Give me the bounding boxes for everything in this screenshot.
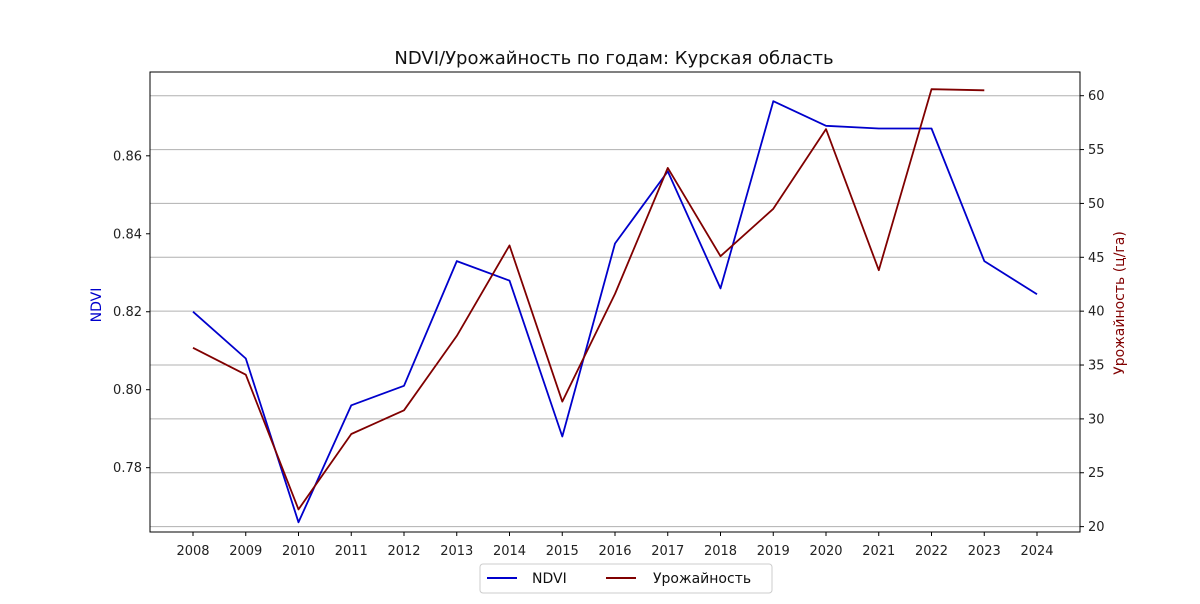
x-tick-label-1: 2009 bbox=[229, 544, 262, 559]
legend: NDVI Урожайность bbox=[479, 563, 773, 594]
grid-lines bbox=[150, 95, 1080, 528]
x-tick-label-13: 2021 bbox=[862, 544, 895, 559]
x-tick-label-6: 2014 bbox=[493, 544, 526, 559]
y-right-tick-label-8: 60 bbox=[1088, 89, 1105, 104]
y-left-tick-label-1: 0.80 bbox=[113, 383, 142, 398]
legend-label-yield: Урожайность bbox=[653, 571, 751, 587]
y-right-tick-label-1: 25 bbox=[1088, 466, 1105, 481]
y-left-tick-label-2: 0.82 bbox=[113, 305, 142, 320]
x-tick-label-16: 2024 bbox=[1020, 544, 1053, 559]
y-left-tick-label-0: 0.78 bbox=[113, 461, 142, 476]
y-axis-right-title: Урожайность (ц/га) bbox=[1112, 231, 1128, 375]
x-tick-label-15: 2023 bbox=[968, 544, 1001, 559]
x-tick-label-5: 2013 bbox=[440, 544, 473, 559]
plot-frame bbox=[149, 71, 1081, 533]
series-line-yield bbox=[192, 88, 985, 511]
x-tick-label-7: 2015 bbox=[546, 544, 579, 559]
x-tick-label-0: 2008 bbox=[176, 544, 209, 559]
legend-label-ndvi: NDVI bbox=[532, 571, 567, 587]
chart-title: NDVI/Урожайность по годам: Курская облас… bbox=[394, 48, 833, 69]
x-tick-label-9: 2017 bbox=[651, 544, 684, 559]
y-right-tick-label-7: 55 bbox=[1088, 143, 1105, 158]
y-left-tick-label-3: 0.84 bbox=[113, 227, 142, 242]
y-right-tick-label-2: 30 bbox=[1088, 412, 1105, 427]
axes: 0.78 0.80 0.82 0.84 0.86 20 25 30 35 40 45 50 55 60 20… bbox=[113, 89, 1105, 559]
x-tick-label-14: 2022 bbox=[915, 544, 948, 559]
x-tick-label-11: 2019 bbox=[757, 544, 790, 559]
x-tick-label-12: 2020 bbox=[809, 544, 842, 559]
x-tick-label-8: 2016 bbox=[598, 544, 631, 559]
y-axis-left-title: NDVI bbox=[89, 288, 105, 323]
y-right-tick-label-5: 45 bbox=[1088, 251, 1105, 266]
y-right-tick-label-6: 50 bbox=[1088, 197, 1105, 212]
y-left-tick-label-4: 0.86 bbox=[113, 149, 142, 164]
y-right-tick-label-4: 40 bbox=[1088, 305, 1105, 320]
series-lines bbox=[192, 88, 1038, 524]
series-line-ndvi bbox=[192, 100, 1038, 524]
x-tick-label-2: 2010 bbox=[282, 544, 315, 559]
y-right-tick-label-0: 20 bbox=[1088, 520, 1105, 535]
x-tick-label-3: 2011 bbox=[335, 544, 368, 559]
x-tick-label-4: 2012 bbox=[387, 544, 420, 559]
y-right-tick-label-3: 35 bbox=[1088, 359, 1105, 374]
x-tick-label-10: 2018 bbox=[704, 544, 737, 559]
